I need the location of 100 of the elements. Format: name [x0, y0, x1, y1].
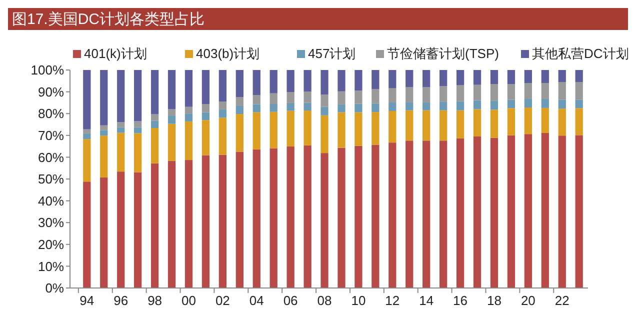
x-tick-label: 16 [453, 293, 468, 308]
bar [372, 103, 380, 112]
bar [236, 152, 244, 288]
bar [490, 84, 498, 101]
bar [100, 125, 108, 130]
bar [338, 91, 346, 104]
bar [304, 92, 312, 103]
bar [473, 84, 482, 100]
bar [439, 102, 448, 110]
bar [304, 70, 312, 92]
bar [575, 100, 583, 108]
bar [456, 70, 464, 86]
bar [286, 110, 294, 147]
bar [406, 70, 414, 88]
bar [100, 130, 108, 136]
bar [422, 102, 430, 110]
bar [270, 70, 278, 94]
x-tick-label: 98 [148, 293, 162, 308]
bar [575, 82, 583, 100]
x-tick-label: 14 [419, 293, 434, 308]
bar [236, 114, 244, 152]
bar [456, 85, 464, 102]
x-tick-label: 94 [80, 293, 94, 308]
bar [575, 135, 583, 288]
y-tick-label: 40% [38, 193, 64, 208]
bar [524, 70, 532, 84]
bar [354, 146, 362, 288]
bar [218, 118, 226, 155]
y-tick-label: 50% [38, 172, 64, 187]
bar [117, 127, 125, 133]
bar [218, 154, 226, 288]
bar [202, 112, 210, 120]
y-tick-label: 80% [38, 106, 64, 122]
bar [524, 98, 532, 108]
chart-title: 图17.美国DC计划各类型占比 [12, 11, 205, 28]
bar [134, 133, 142, 172]
bar [320, 115, 328, 154]
bar [270, 112, 278, 148]
bar [490, 70, 498, 84]
y-tick-label: 10% [38, 258, 64, 274]
x-tick-label: 22 [554, 293, 570, 308]
y-tick-label: 30% [38, 215, 64, 230]
bar [422, 87, 430, 102]
bar [388, 88, 396, 102]
bar [388, 142, 396, 288]
bar [150, 128, 159, 164]
bar [439, 70, 448, 86]
bar [372, 144, 380, 288]
bar [372, 89, 380, 104]
y-tick-label: 20% [38, 236, 64, 252]
bar [388, 102, 396, 111]
bar [507, 84, 516, 100]
bar [558, 108, 566, 136]
legend-label: 403(b)计划 [196, 46, 260, 61]
bar [338, 112, 346, 148]
bar [372, 112, 380, 145]
bar [150, 163, 159, 288]
bar [320, 106, 328, 116]
bar [439, 110, 448, 141]
bar [168, 116, 176, 124]
bar [100, 70, 108, 126]
x-tick-label: 96 [114, 293, 128, 308]
bar [524, 134, 532, 288]
bar [83, 139, 91, 182]
legend-label: 457计划 [308, 46, 356, 61]
bar [354, 90, 362, 104]
bar [150, 114, 159, 121]
x-tick-label: 06 [283, 293, 298, 308]
bar [218, 70, 226, 102]
bar [320, 70, 328, 95]
bar [354, 104, 362, 112]
bar [388, 70, 396, 88]
bar [218, 102, 226, 110]
bar [422, 70, 430, 88]
y-tick-label: 90% [38, 84, 64, 100]
bar [473, 109, 482, 136]
bar [490, 110, 498, 138]
bar [168, 70, 176, 110]
bar [270, 148, 278, 288]
bar [83, 133, 91, 140]
legend-label: 其他私营DC计划 [532, 46, 629, 61]
bar [473, 136, 482, 288]
bar [117, 122, 125, 128]
bar [184, 106, 193, 114]
bar [541, 70, 549, 84]
bar [252, 149, 260, 288]
bar [117, 132, 125, 172]
bar [117, 70, 125, 122]
bar [507, 135, 516, 288]
bar [473, 100, 482, 110]
bar [270, 93, 278, 104]
bar [270, 104, 278, 112]
bar [541, 133, 549, 288]
bar [372, 70, 380, 90]
bar [100, 177, 108, 288]
x-tick-label: 20 [520, 293, 536, 308]
x-tick-label: 08 [317, 293, 332, 308]
bar [184, 121, 193, 160]
bar [507, 108, 516, 136]
bar [524, 83, 532, 99]
